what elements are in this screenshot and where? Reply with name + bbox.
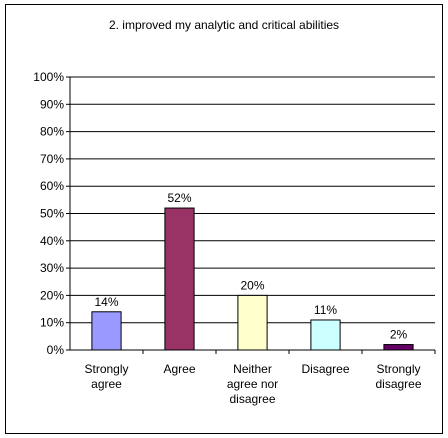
data-label: 14%	[94, 295, 118, 309]
y-tick-label: 90%	[40, 97, 64, 111]
y-tick-label: 80%	[40, 125, 64, 139]
data-label: 11%	[314, 303, 337, 317]
y-tick-label: 30%	[40, 261, 64, 275]
y-tick-label: 0%	[47, 343, 65, 357]
x-category-label: Agree	[163, 362, 195, 376]
chart-frame	[5, 4, 443, 434]
x-category-label: Disagree	[301, 362, 349, 376]
x-category-label: disagree	[229, 392, 275, 406]
bar	[91, 311, 122, 351]
x-category-label: Neither	[233, 362, 272, 376]
data-label: 52%	[167, 191, 191, 205]
bar	[310, 319, 341, 351]
bar	[383, 344, 414, 351]
x-category-label: Strongly	[84, 362, 128, 376]
y-tick-label: 10%	[40, 316, 64, 330]
y-tick-label: 40%	[40, 234, 64, 248]
y-tick-label: 20%	[40, 288, 64, 302]
y-tick-label: 50%	[40, 207, 64, 221]
x-category-label: agree nor	[227, 377, 278, 391]
bar	[237, 294, 268, 351]
x-category-label: agree	[91, 377, 122, 391]
data-label: 2%	[390, 328, 408, 342]
x-category-label: Strongly	[376, 362, 420, 376]
x-category-label: disagree	[375, 377, 421, 391]
chart-title: 2. improved my analytic and critical abi…	[108, 18, 340, 32]
y-tick-label: 100%	[33, 70, 64, 84]
data-label: 20%	[240, 278, 264, 292]
y-tick-label: 60%	[40, 179, 64, 193]
bar	[164, 207, 195, 351]
y-tick-label: 70%	[40, 152, 64, 166]
